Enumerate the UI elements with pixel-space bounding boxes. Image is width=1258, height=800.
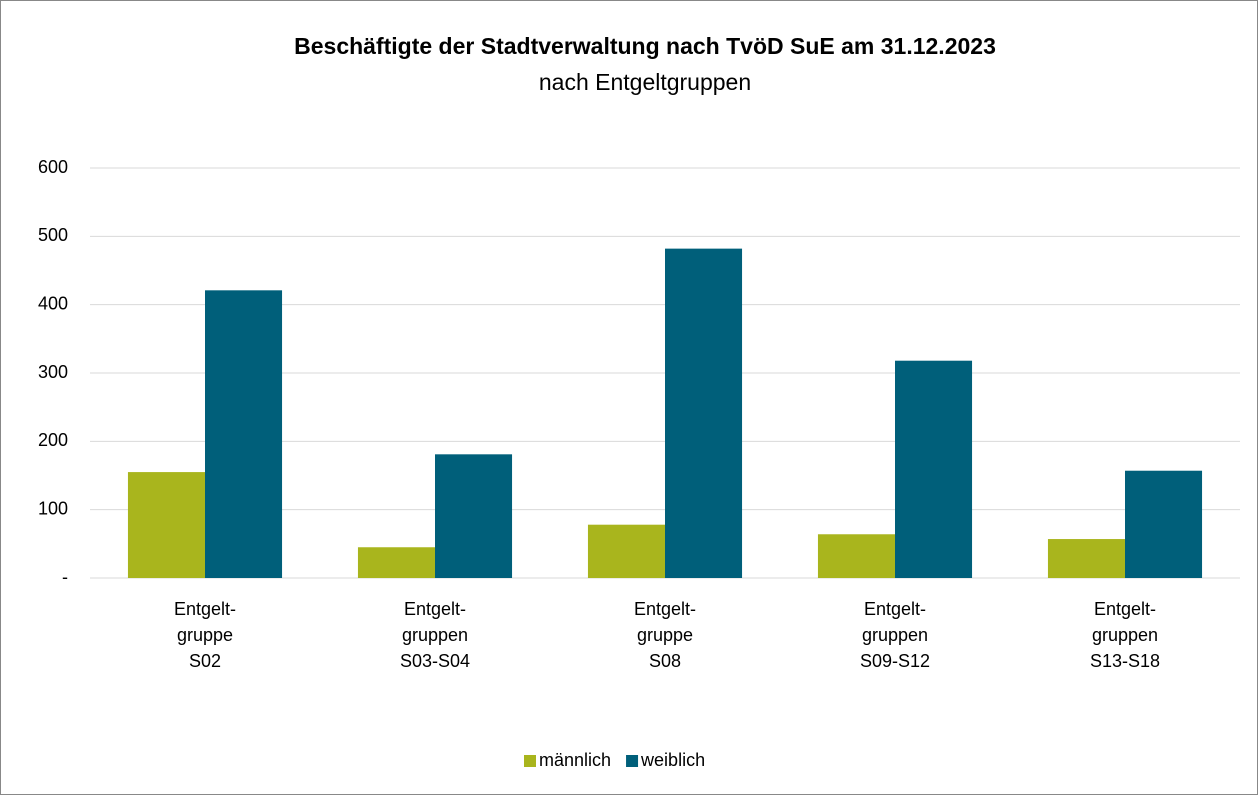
bar: [1047, 539, 1125, 578]
legend-swatch: [626, 755, 639, 767]
legend-label: weiblich: [640, 750, 705, 770]
x-tick-label-line: gruppen: [402, 625, 468, 645]
x-tick-label-line: Entgelt-: [404, 599, 466, 619]
y-tick-label: 600: [38, 157, 68, 177]
bar: [665, 248, 743, 578]
x-tick-label-line: gruppe: [637, 625, 693, 645]
y-tick-label: 500: [38, 225, 68, 245]
x-tick-label-line: Entgelt-: [174, 599, 236, 619]
x-tick-label-line: Entgelt-: [864, 599, 926, 619]
x-tick-label: Entgelt-gruppe S08: [634, 599, 696, 671]
x-tick-label-line: gruppe: [177, 625, 233, 645]
bar: [1125, 470, 1203, 578]
y-tick-label: -: [62, 567, 68, 587]
x-tick-label-line: Entgelt-: [1094, 599, 1156, 619]
x-tick-label: Entgelt-gruppe S02: [174, 599, 236, 671]
y-tick-label: 400: [38, 293, 68, 313]
bar: [127, 472, 205, 578]
y-tick-label: 300: [38, 362, 68, 382]
x-tick-label-line: S02: [189, 651, 221, 671]
x-tick-label-line: gruppen: [1092, 625, 1158, 645]
x-tick-label-line: gruppen: [862, 625, 928, 645]
x-tick-label: Entgelt-gruppen S13-S18: [1090, 599, 1160, 671]
y-tick-label: 200: [38, 430, 68, 450]
x-tick-label-line: S08: [649, 651, 681, 671]
y-tick-label: 100: [38, 498, 68, 518]
bar: [435, 454, 513, 578]
bar: [587, 524, 665, 578]
x-tick-label: Entgelt-gruppen S09-S12: [860, 599, 930, 671]
x-tick-label-line: Entgelt-: [634, 599, 696, 619]
x-tick-label: Entgelt-gruppen S03-S04: [400, 599, 470, 671]
chart-subtitle: nach Entgeltgruppen: [539, 69, 751, 95]
bar: [817, 534, 895, 578]
bar: [205, 290, 283, 578]
x-tick-label-line: S09-S12: [860, 651, 930, 671]
x-tick-label-line: S13-S18: [1090, 651, 1160, 671]
x-tick-label-line: S03-S04: [400, 651, 470, 671]
legend-label: männlich: [539, 750, 611, 770]
legend-swatch: [524, 755, 536, 767]
bar: [895, 360, 973, 578]
bar: [357, 547, 435, 578]
chart-title: Beschäftigte der Stadtverwaltung nach Tv…: [294, 33, 996, 59]
